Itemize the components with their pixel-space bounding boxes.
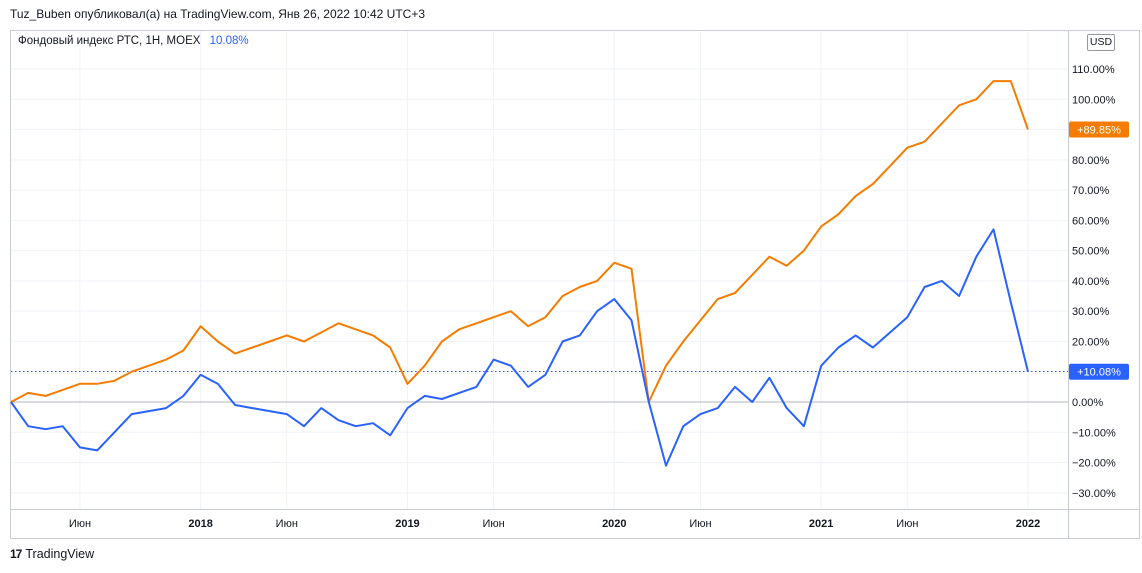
x-tick-label: 2022	[1016, 518, 1040, 530]
last-value-text: +89.85%	[1077, 125, 1121, 137]
y-tick-label: 40.00%	[1072, 276, 1110, 288]
symbol-legend[interactable]: Фондовый индекс РТС, 1Н, MOEX 10.08%	[18, 35, 249, 47]
y-tick-label: −10.00%	[1072, 427, 1116, 439]
x-tick-label: Июн	[69, 518, 91, 530]
publication-credit: Tuz_Buben опубликовал(а) на TradingView.…	[10, 7, 426, 21]
y-tick-label: 30.00%	[1072, 306, 1110, 318]
y-tick-label: −30.00%	[1072, 488, 1116, 500]
y-tick-label: 80.00%	[1072, 155, 1110, 167]
x-tick-label: Июн	[689, 518, 711, 530]
y-tick-label: 100.00%	[1072, 94, 1116, 106]
y-tick-label: 20.00%	[1072, 336, 1110, 348]
x-tick-label: 2021	[809, 518, 833, 530]
legend-symbol: Фондовый индекс РТС, 1Н, MOEX	[18, 35, 201, 47]
x-tick-label: Июн	[276, 518, 298, 530]
y-tick-label: 60.00%	[1072, 215, 1110, 227]
y-tick-label: 0.00%	[1072, 397, 1103, 409]
y-tick-label: 110.00%	[1072, 64, 1115, 76]
last-value-text: +10.08%	[1077, 367, 1121, 379]
tradingview-logo-icon: 17	[10, 547, 22, 561]
y-tick-label: 70.00%	[1072, 185, 1110, 197]
x-tick-label: Июн	[483, 518, 505, 530]
last-value-labels: +10.08% +89.85%	[1069, 121, 1129, 380]
chart-frame	[10, 30, 1140, 539]
series-layer	[10, 80, 1029, 467]
last-value-badge	[1069, 121, 1129, 138]
legend-value: 10.08%	[209, 35, 249, 47]
tradingview-brand: TradingView	[25, 547, 95, 561]
time-scale: Июн 2018 Июн 2019 Июн 2020 Июн 2021 Июн 2022	[69, 518, 1040, 530]
x-tick-label: 2018	[188, 518, 212, 530]
y-tick-label: 50.00%	[1072, 246, 1110, 258]
series-line-blue[interactable]	[10, 228, 1029, 467]
x-tick-label: 2019	[395, 518, 419, 530]
y-tick-label: −20.00%	[1072, 458, 1116, 470]
last-value-badge	[1069, 363, 1129, 380]
x-tick-label: Июн	[896, 518, 918, 530]
series-line-orange[interactable]	[10, 80, 1029, 403]
currency-button[interactable]: USD	[1087, 34, 1115, 51]
x-tick-label: 2020	[602, 518, 626, 530]
tradingview-footer[interactable]: 17 TradingView	[10, 547, 94, 561]
grid-lines	[11, 31, 1068, 509]
